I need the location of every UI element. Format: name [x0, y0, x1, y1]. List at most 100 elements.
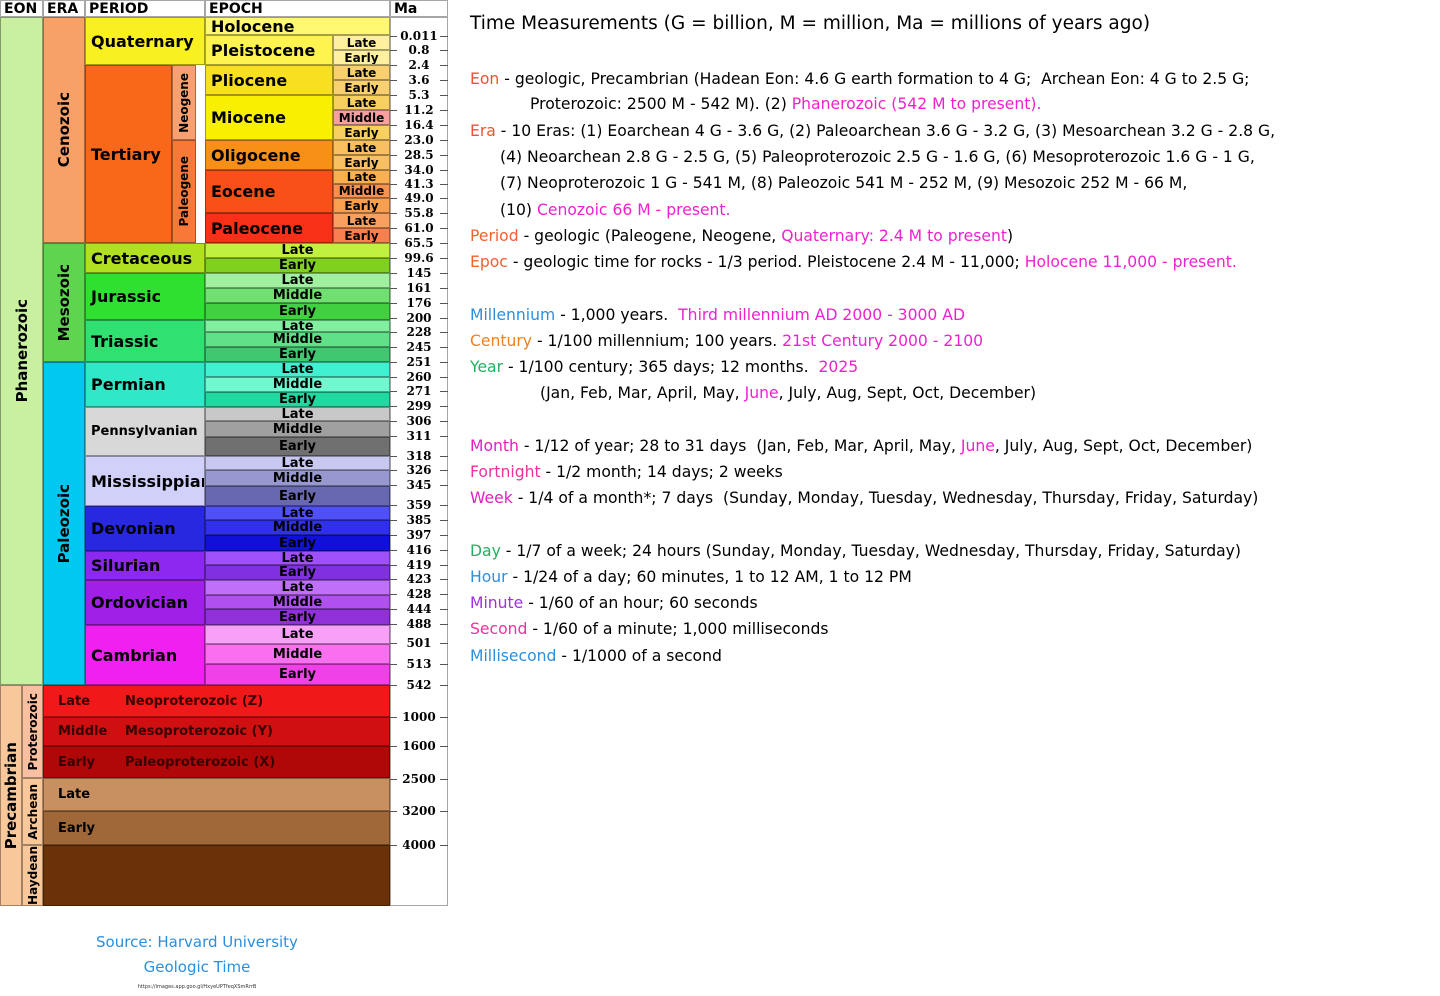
text-line: Month - 1/12 of year; 28 to 31 days (Jan… — [470, 435, 1252, 457]
period-label: Tertiary — [91, 144, 161, 164]
text-line: Proterozoic: 2500 M - 542 M). (2) Phaner… — [530, 93, 1041, 115]
epoch: Paleocene — [205, 213, 333, 243]
period-label: Permian — [91, 375, 166, 394]
text: ) — [1007, 227, 1014, 245]
stage-label: Late — [346, 95, 377, 110]
stage: Late — [205, 456, 390, 470]
ma-label: 419 — [406, 558, 432, 572]
ma-tick — [440, 377, 448, 378]
stage-label: Late — [346, 170, 377, 184]
text: - 1,000 years. — [555, 306, 679, 324]
ma-tick — [440, 685, 448, 686]
ma-tick — [440, 362, 448, 363]
era: Mesozoic — [43, 243, 85, 362]
stage-label: Late — [281, 407, 314, 421]
ma-tick — [440, 664, 448, 665]
text: - 1/7 of a week; 24 hours (Sunday, Monda… — [500, 542, 1241, 560]
ma-label: 245 — [406, 340, 432, 354]
epoch: Holocene — [205, 17, 390, 35]
term: Era — [470, 122, 496, 140]
ma-label: 311 — [406, 429, 432, 443]
row-name: Paleoproterozoic (X) — [125, 754, 276, 770]
ma-tick — [390, 811, 397, 812]
ma-label: 200 — [406, 311, 432, 325]
text: - 1/60 of an hour; 60 seconds — [523, 594, 758, 612]
term: 2025 — [818, 358, 859, 376]
ma-tick — [390, 36, 397, 37]
ma-tick — [440, 125, 448, 126]
stage: Late — [205, 580, 390, 595]
ma-tick — [390, 140, 397, 141]
stage: Late — [333, 65, 390, 80]
stage-label: Late — [281, 506, 314, 520]
ma-tick — [440, 717, 448, 718]
ma-tick — [440, 421, 448, 422]
stage-label: Middle — [338, 184, 385, 198]
stage-label: Middle — [272, 377, 323, 392]
ma-tick — [440, 520, 448, 521]
ma-label: 271 — [406, 384, 432, 398]
text: Proterozoic: 2500 M - 542 M). (2) — [530, 95, 792, 113]
era: Haydean — [22, 845, 43, 906]
ma-label: 416 — [406, 543, 432, 557]
stage-label: Middle — [272, 288, 323, 303]
ma-label: 11.2 — [404, 103, 434, 117]
ma-tick — [440, 258, 448, 259]
stage-label: Early — [58, 820, 95, 836]
ma-tick — [440, 213, 448, 214]
ma-tick — [440, 594, 448, 595]
stage: Middle — [205, 520, 390, 535]
text: - 10 Eras: (1) Eoarchean 4 G - 3.6 G, (2… — [495, 122, 1276, 140]
period: Tertiary — [85, 65, 172, 243]
ma-tick — [440, 779, 448, 780]
period: Pennsylvanian — [85, 407, 205, 456]
epoch-label: Holocene — [211, 17, 295, 35]
stage: Late — [333, 170, 390, 184]
precambrian-row: Early — [43, 811, 390, 845]
ma-label: 0.8 — [408, 43, 430, 57]
stage: Late — [333, 140, 390, 155]
epoch-label: Miocene — [211, 108, 286, 127]
stage: Early — [205, 303, 390, 320]
term: Hour — [470, 568, 508, 586]
ma-tick — [390, 406, 397, 407]
ma-label: 444 — [406, 602, 432, 616]
stage: Middle — [205, 421, 390, 437]
period-label: Cretaceous — [91, 248, 193, 268]
ma-tick — [440, 811, 448, 812]
term: 21st Century 2000 - 2100 — [782, 332, 984, 350]
stage-label: Early — [279, 347, 316, 362]
stage-label: Late — [346, 140, 377, 155]
ma-tick — [390, 347, 397, 348]
period: Triassic — [85, 320, 205, 362]
stage: Early — [205, 392, 390, 407]
text: , July, Aug, Sept, Oct, December) — [778, 384, 1037, 402]
ma-label: 260 — [406, 370, 432, 384]
ma-tick — [390, 80, 397, 81]
ma-tick — [390, 624, 397, 625]
ma-label: 23.0 — [404, 133, 434, 147]
period-label: Jurassic — [91, 287, 162, 306]
stage-label: Early — [279, 488, 316, 504]
text-line: Minute - 1/60 of an hour; 60 seconds — [470, 592, 758, 614]
ma-tick — [390, 609, 397, 610]
stage-label: Early — [344, 155, 379, 170]
ma-tick — [440, 155, 448, 156]
period-label: Pennsylvanian — [91, 424, 198, 439]
ma-label: 3.6 — [408, 73, 430, 87]
stage: Late — [205, 551, 390, 565]
period: Quaternary — [85, 17, 205, 65]
precambrian-row: Late — [43, 778, 390, 811]
ma-tick — [440, 456, 448, 457]
stage-label: Early — [344, 80, 379, 95]
ma-tick — [440, 485, 448, 486]
stage: Early — [333, 50, 390, 65]
stage-label: Early — [279, 535, 316, 551]
text: , July, Aug, Sept, Oct, December) — [994, 437, 1253, 455]
eon: Precambrian — [0, 685, 22, 906]
ma-tick — [440, 80, 448, 81]
column-header-label: EPOCH — [209, 0, 263, 17]
period: Devonian — [85, 506, 205, 551]
term: June — [744, 384, 779, 402]
ma-label: 16.4 — [404, 118, 434, 132]
